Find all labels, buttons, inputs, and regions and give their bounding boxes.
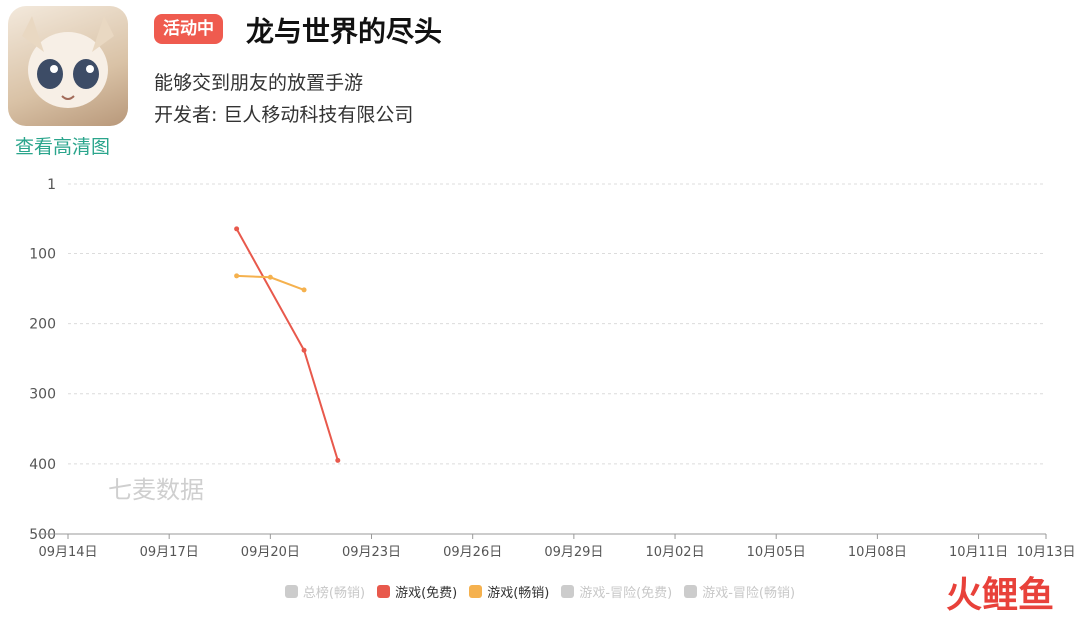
x-tick-label: 10月11日 [949,545,1008,560]
legend-label: 游戏(畅销) [487,586,550,601]
legend-swatch [469,585,483,598]
legend-item[interactable]: 游戏-冒险(畅销) [684,582,795,601]
x-tick-label: 09月14日 [38,545,97,560]
y-tick-label: 1 [47,177,56,193]
legend-label: 总榜(畅销) [302,586,366,601]
data-point [234,273,240,279]
legend-swatch [377,585,391,598]
app-subtitle: 能够交到朋友的放置手游 [154,72,364,94]
view-hd-image-link[interactable]: 查看高清图 [15,136,111,158]
legend-swatch [284,585,298,598]
y-tick-label: 400 [29,457,56,473]
chart-watermark: 七麦数据 [108,476,204,504]
legend-item[interactable]: 游戏(畅销) [469,582,549,601]
data-point [301,287,307,293]
series-line [235,228,339,461]
brand-watermark-char: 鱼 [1017,575,1054,616]
x-tick-label: 10月02日 [645,545,704,560]
brand-watermark: 火鲤鱼 [946,566,1054,618]
brand-watermark-char: 火 [945,575,982,616]
x-tick-label: 09月17日 [140,545,199,560]
legend-swatch [684,585,698,598]
app-icon-art [22,16,114,108]
x-tick-label: 10月13日 [1016,545,1075,560]
x-tick-label: 10月08日 [848,545,907,560]
legend-label: 游戏(免费) [395,586,458,601]
data-point [267,274,273,280]
y-tick-label: 500 [29,527,56,543]
legend-label: 游戏-冒险(畅销) [702,586,796,601]
x-tick-label: 09月29日 [544,545,603,560]
developer-name: 巨人移动科技有限公司 [223,104,414,126]
brand-watermark-char: 鲤 [981,575,1018,616]
data-point [301,347,307,353]
x-tick-label: 09月26日 [443,545,502,560]
chart-legend: 总榜(畅销) 游戏(免费) 游戏(畅销) 游戏-冒险(免费) 游戏-冒险(畅销) [0,582,1080,601]
data-point [335,457,341,463]
app-title: 龙与世界的尽头 [246,15,443,48]
developer-label: 开发者: [154,104,218,126]
data-point [234,226,240,232]
legend-item[interactable]: 游戏(免费) [377,582,457,601]
y-tick-label: 200 [29,317,56,333]
rank-chart: 1 100 200 300 400 500 09月14日 09月17日 09月20日 09月23日… [29,177,1075,560]
status-badge: 活动中 [154,14,223,44]
app-icon[interactable] [8,6,128,126]
y-tick-label: 300 [29,387,56,403]
legend-swatch [561,585,575,598]
x-tick-label: 10月05日 [747,545,806,560]
legend-item[interactable]: 游戏-冒险(免费) [561,582,672,601]
x-tick-label: 09月23日 [342,545,401,560]
legend-label: 游戏-冒险(免费) [579,586,673,601]
y-tick-label: 100 [29,246,56,262]
x-tick-label: 09月20日 [241,545,300,560]
developer-info: 开发者: 巨人移动科技有限公司 [154,100,413,127]
legend-item[interactable]: 总榜(畅销) [284,582,366,601]
